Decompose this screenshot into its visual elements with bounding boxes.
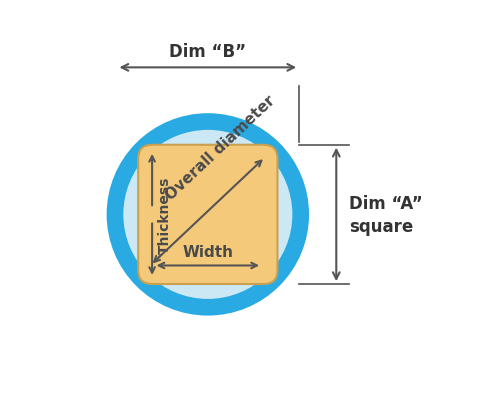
FancyBboxPatch shape bbox=[138, 146, 277, 284]
Ellipse shape bbox=[115, 122, 301, 308]
Text: Thickness: Thickness bbox=[158, 176, 172, 253]
Text: Overall diameter: Overall diameter bbox=[163, 93, 278, 203]
Text: Dim “B”: Dim “B” bbox=[169, 43, 246, 61]
Text: Dim “A”
square: Dim “A” square bbox=[348, 194, 423, 236]
Text: Width: Width bbox=[182, 244, 233, 259]
